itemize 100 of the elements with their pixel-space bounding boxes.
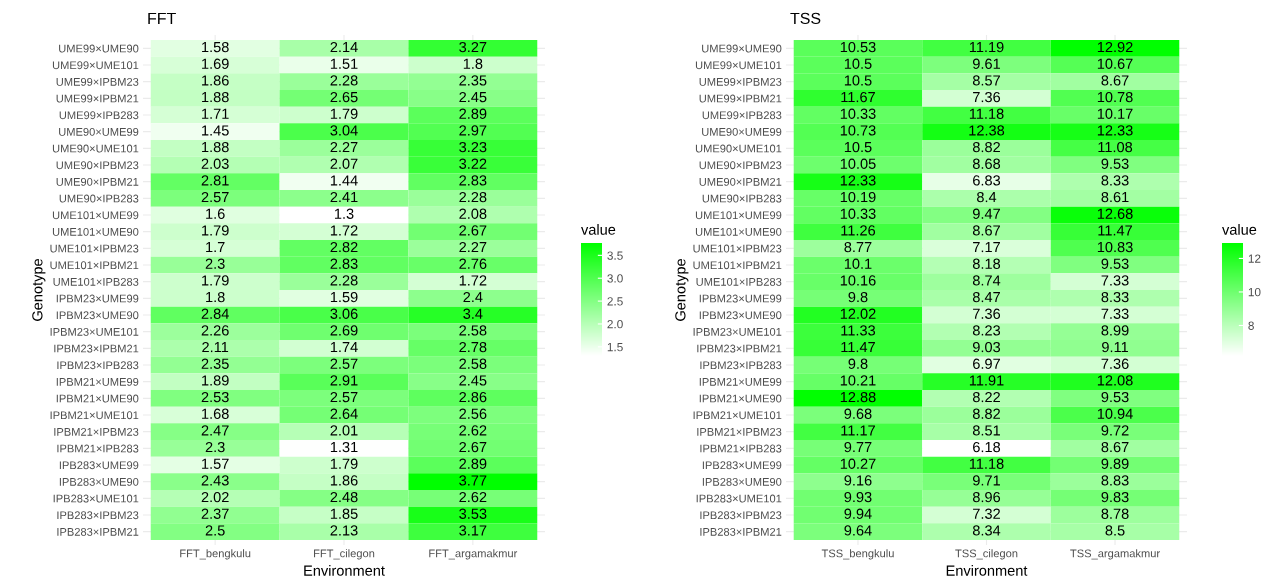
y-tick-label: UME99×IPBM21: [699, 94, 782, 103]
y-tick-label: UME90×IPB283: [702, 194, 782, 203]
data-label: 1.8: [463, 58, 483, 69]
y-tick-label: UME99×IPBM21: [56, 94, 139, 103]
data-label: 8.18: [972, 258, 1001, 269]
data-label: 1.85: [330, 508, 358, 519]
y-tick-label: IPB283×UME99: [59, 461, 139, 470]
data-label: 11.33: [841, 325, 876, 336]
data-label: 10.83: [1097, 241, 1133, 253]
data-label: 8.67: [1101, 441, 1129, 453]
y-tick-label: IPBM21×UME99: [56, 377, 139, 386]
data-label: 10.5: [844, 75, 872, 86]
color-bar-label: 10: [1248, 287, 1261, 297]
data-label: 8.68: [972, 158, 1001, 169]
data-label: 9.53: [1101, 258, 1129, 269]
data-label: 2.45: [459, 91, 487, 103]
y-tick-label: IPBM21×UME90: [56, 394, 139, 403]
data-label: 9.68: [844, 408, 872, 419]
data-label: 1.88: [202, 91, 229, 103]
data-label: 2.48: [330, 491, 358, 503]
data-label: 10.53: [840, 41, 876, 53]
y-tick-label: UME101×IPBM23: [50, 244, 139, 253]
data-label: 1.71: [202, 108, 229, 119]
data-label: 11.19: [969, 41, 1004, 53]
y-tick-label: IPBM23×UME99: [699, 294, 782, 303]
data-label: 9.89: [1101, 458, 1129, 469]
data-label: 8.82: [972, 141, 1000, 153]
data-label: 2.67: [459, 225, 487, 236]
data-label: 8.51: [972, 425, 1000, 436]
data-label: 1.8: [206, 291, 225, 303]
data-label: 2.28: [330, 275, 358, 286]
data-label: 9.71: [972, 475, 1000, 486]
data-label: 11.91: [969, 375, 1004, 386]
data-label: 2.26: [201, 325, 229, 336]
data-label: 2.67: [459, 441, 487, 453]
y-tick-label: IPBM21×IPB283: [700, 444, 782, 453]
data-label: 1.7: [206, 242, 225, 253]
y-tick-label: IPBM21×UME90: [699, 394, 782, 403]
data-label: 2.35: [201, 358, 229, 369]
data-label: 2.37: [201, 508, 229, 519]
y-tick-label: UME99×UME90: [59, 44, 139, 53]
y-axis-title: Genotype: [32, 259, 46, 321]
data-label: 1.59: [330, 291, 358, 303]
data-label: 7.33: [1101, 308, 1129, 319]
data-label: 1.89: [202, 375, 229, 386]
data-label: 2.27: [459, 241, 487, 253]
data-label: 8.33: [1101, 175, 1129, 186]
data-label: 1.45: [202, 125, 229, 136]
y-tick-label: IPBM21×IPBM23: [54, 427, 139, 436]
data-label: 2.83: [459, 175, 487, 186]
data-label: 11.26: [841, 225, 876, 236]
color-bar-label: 8: [1248, 321, 1254, 330]
y-tick-label: IPBM23×UME101: [693, 327, 782, 336]
data-label: 8.47: [972, 291, 1000, 303]
data-label: 2.14: [330, 41, 358, 53]
y-tick-label: UME101×UME90: [695, 227, 782, 236]
y-tick-label: UME99×IPBM23: [56, 77, 139, 86]
data-label: 2.35: [459, 75, 487, 86]
data-label: 2.02: [201, 491, 229, 503]
color-bar-label: 3.5: [607, 251, 623, 260]
data-label: 1.79: [330, 458, 358, 469]
y-tick-label: UME90×IPBM23: [699, 161, 782, 170]
data-label: 2.07: [330, 158, 358, 169]
data-label: 2.97: [459, 125, 487, 136]
y-tick-label: UME90×UME99: [59, 127, 139, 136]
data-label: 8.77: [844, 241, 872, 253]
color-bar-label: 2.0: [607, 320, 623, 329]
data-label: 2.91: [330, 375, 358, 386]
data-label: 3.4: [463, 308, 483, 319]
data-label: 8.61: [1101, 191, 1129, 203]
color-bar-title: value: [1222, 224, 1257, 235]
x-tick-label: TSS_bengkulu: [821, 549, 894, 560]
data-label: 8.57: [972, 75, 1000, 86]
y-tick-label: IPBM23×UME90: [699, 311, 782, 320]
y-tick-label: UME99×UME90: [702, 44, 782, 53]
data-label: 8.74: [972, 275, 1001, 286]
data-label: 8.4: [977, 191, 997, 203]
data-label: 10.94: [1097, 408, 1133, 419]
data-label: 11.08: [1098, 141, 1133, 153]
data-label: 10.5: [844, 58, 872, 69]
data-label: 11.18: [969, 108, 1004, 119]
data-label: 3.06: [330, 308, 358, 319]
y-tick-label: IPB283×UME90: [702, 477, 782, 486]
data-label: 12.33: [1097, 125, 1133, 136]
data-label: 9.93: [844, 491, 872, 503]
data-label: 3.22: [459, 158, 487, 169]
data-label: 2.57: [201, 191, 229, 203]
data-label: 2.4: [463, 291, 483, 303]
data-label: 8.34: [972, 525, 1001, 536]
data-label: 1.3: [334, 208, 354, 219]
y-tick-label: IPBM21×UME101: [693, 411, 782, 420]
data-label: 1.31: [330, 441, 358, 453]
data-label: 6.97: [973, 358, 1000, 369]
data-label: 9.83: [1101, 491, 1129, 503]
data-label: 1.44: [330, 175, 358, 186]
data-label: 10.05: [840, 158, 876, 169]
x-tick-label: FFT_argamakmur: [429, 549, 518, 560]
data-label: 2.89: [459, 108, 487, 119]
y-tick-label: UME99×IPB283: [59, 111, 139, 120]
data-label: 2.76: [459, 258, 487, 269]
